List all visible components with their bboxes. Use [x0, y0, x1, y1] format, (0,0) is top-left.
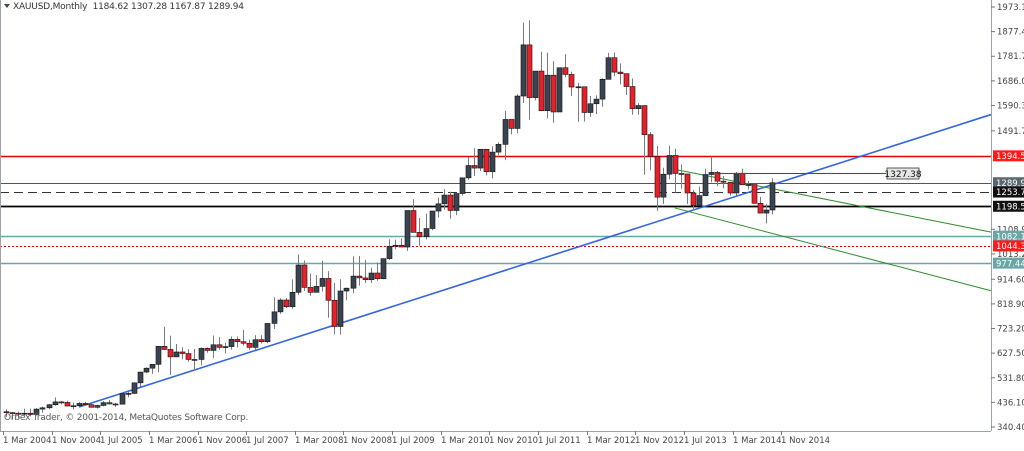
- svg-text:1 Nov 2008: 1 Nov 2008: [343, 436, 392, 446]
- svg-text:627.50: 627.50: [997, 349, 1024, 359]
- candles: [3, 20, 776, 420]
- svg-text:1 Mar 2008: 1 Mar 2008: [295, 436, 343, 446]
- svg-text:1 Jul 2005: 1 Jul 2005: [100, 436, 143, 446]
- svg-text:1 Jul 2009: 1 Jul 2009: [392, 436, 435, 446]
- svg-text:436.10: 436.10: [997, 398, 1024, 408]
- svg-text:1 Jul 2013: 1 Jul 2013: [684, 436, 727, 446]
- svg-text:1394.53: 1394.53: [996, 152, 1024, 162]
- svg-text:340.40: 340.40: [997, 423, 1024, 433]
- dropdown-triangle-icon[interactable]: [4, 4, 10, 8]
- svg-text:1082.15: 1082.15: [996, 232, 1024, 242]
- chart-header: XAUUSD,Monthly 1184.62 1307.28 1167.87 1…: [4, 2, 244, 12]
- svg-text:1 Nov 2010: 1 Nov 2010: [489, 436, 538, 446]
- svg-text:1044.34: 1044.34: [996, 242, 1024, 252]
- svg-text:1781.70: 1781.70: [997, 52, 1024, 62]
- svg-text:1 Jul 2011: 1 Jul 2011: [538, 436, 581, 446]
- svg-text:1 Nov 2004: 1 Nov 2004: [52, 436, 101, 446]
- annotation-1327: 1327.38: [717, 167, 922, 180]
- symbol-label: XAUUSD,Monthly: [13, 2, 88, 12]
- svg-text:1 Mar 2004: 1 Mar 2004: [3, 436, 51, 446]
- svg-text:1289.94: 1289.94: [996, 179, 1024, 189]
- svg-text:1 Mar 2010: 1 Mar 2010: [441, 436, 489, 446]
- svg-text:1013.20: 1013.20: [997, 250, 1024, 260]
- svg-text:1253.77: 1253.77: [996, 188, 1024, 198]
- svg-text:1973.10: 1973.10: [997, 3, 1024, 13]
- chart-frame: [0, 0, 992, 432]
- svg-text:1 Mar 2006: 1 Mar 2006: [149, 436, 197, 446]
- horizontal-levels: [0, 155, 991, 265]
- svg-text:1108.90: 1108.90: [997, 225, 1024, 235]
- svg-text:818.90: 818.90: [997, 300, 1024, 310]
- green-channel-upper: [674, 168, 992, 233]
- price-axis[interactable]: 1973.10 1877.40 1781.70 1686.00 1590.30 1491.…: [991, 3, 1024, 433]
- svg-text:914.60: 914.60: [997, 275, 1024, 285]
- svg-text:1327.38: 1327.38: [884, 170, 921, 180]
- blue-uptrend-line: [78, 113, 992, 408]
- svg-text:1 Nov 2006: 1 Nov 2006: [198, 436, 247, 446]
- svg-text:723.20: 723.20: [997, 325, 1024, 335]
- svg-text:1877.40: 1877.40: [997, 28, 1024, 38]
- svg-text:977.44: 977.44: [996, 259, 1024, 269]
- svg-text:1198.50: 1198.50: [996, 202, 1024, 212]
- svg-text:1 Mar 2012: 1 Mar 2012: [587, 436, 635, 446]
- green-channel-lower: [674, 207, 992, 292]
- svg-text:1 Nov 2014: 1 Nov 2014: [781, 436, 830, 446]
- svg-text:1491.70: 1491.70: [997, 127, 1024, 137]
- svg-text:1 Nov 2012: 1 Nov 2012: [635, 436, 684, 446]
- trendlines: [78, 113, 992, 408]
- ohlc-values: 1184.62 1307.28 1167.87 1289.94: [92, 2, 244, 12]
- svg-text:1590.30: 1590.30: [997, 101, 1024, 111]
- svg-text:1 Jul 2007: 1 Jul 2007: [246, 436, 289, 446]
- svg-text:1 Mar 2014: 1 Mar 2014: [733, 436, 781, 446]
- copyright-text: Orbex Trader, © 2001-2014, MetaQuotes So…: [4, 413, 249, 423]
- svg-text:1686.00: 1686.00: [997, 77, 1024, 87]
- svg-text:531.80: 531.80: [997, 374, 1024, 384]
